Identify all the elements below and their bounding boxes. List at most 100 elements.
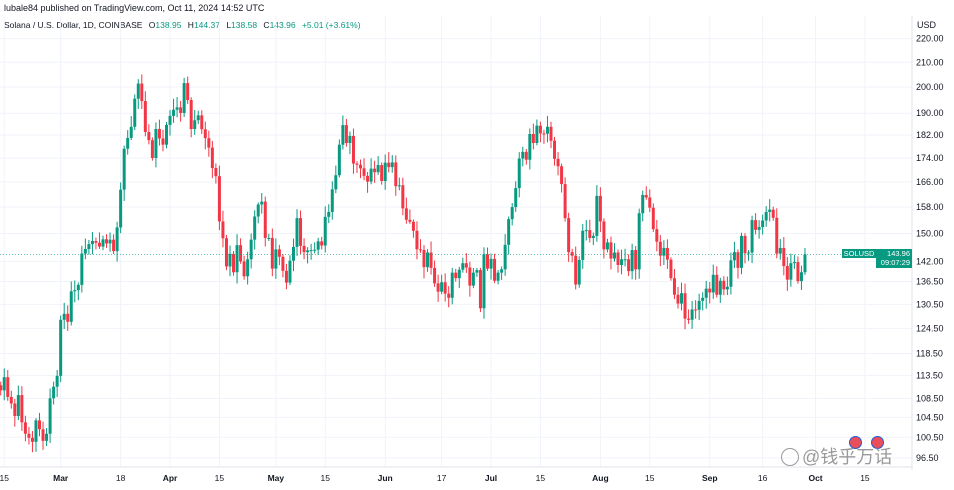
candle-body (486, 254, 490, 269)
candle-body (147, 132, 151, 141)
candles (0, 74, 872, 453)
candle-body (545, 126, 549, 134)
candle-body (574, 255, 578, 285)
candle-body (612, 252, 616, 259)
candle-body (59, 319, 63, 376)
candle-body (471, 272, 475, 286)
low-value: 138.58 (231, 20, 258, 30)
us-flag-event-icon[interactable] (871, 436, 884, 449)
candle-body (672, 278, 676, 295)
candle-body (531, 133, 535, 143)
candle-body (69, 291, 73, 322)
candle-body (122, 148, 126, 190)
high-value: 144.37 (193, 20, 220, 30)
candle-body (701, 297, 705, 301)
candle-body (267, 237, 271, 239)
price-tag-countdown: 09:07:29 (880, 258, 910, 268)
candle-body (408, 219, 412, 222)
candle-body (334, 175, 338, 190)
time-tick-label: 15 (215, 473, 225, 483)
time-tick-label: Mar (53, 473, 69, 483)
candle-body (221, 221, 225, 239)
us-flag-event-icon[interactable] (849, 436, 862, 449)
candle-body (175, 107, 179, 110)
candle-body (634, 250, 638, 270)
price-tick-label: 174.00 (916, 153, 944, 163)
last-price-tag: SOLUSD 143.96 09:07:29 (842, 249, 912, 269)
candle-body (313, 249, 317, 251)
candle-body (524, 151, 528, 160)
candle-body (193, 120, 197, 129)
candle-body (595, 195, 599, 236)
candle-body (429, 252, 433, 268)
candle-body (6, 377, 10, 397)
candle-body (605, 242, 609, 250)
candle-body (782, 247, 786, 267)
candle-body (715, 274, 719, 295)
candle-body (157, 128, 161, 139)
candle-body (316, 241, 320, 250)
time-tick-label: May (268, 473, 285, 483)
candle-body (119, 189, 123, 228)
price-axis[interactable]: 220.00 210.00 200.00 190.00 182.00 174.00 166.… (916, 34, 944, 463)
candle-body (496, 272, 500, 281)
candle-body (383, 162, 387, 182)
candle-body (380, 165, 384, 182)
candle-body (256, 204, 260, 217)
candle-body (277, 249, 281, 257)
time-axis[interactable]: 15 Mar 18 Apr 15 May 15 Jun 17 Jul 15 Aug 15 Sep 16 Oct… (0, 473, 870, 483)
candle-body (764, 211, 768, 221)
candle-body (482, 254, 486, 309)
candle-body (90, 241, 94, 245)
price-tick-label: 104.50 (916, 412, 944, 422)
candle-body (281, 256, 285, 271)
candle-body (263, 201, 267, 238)
candle-body (228, 253, 232, 267)
candle-body (397, 185, 401, 187)
candle-body (563, 184, 567, 219)
candle-body (168, 115, 172, 125)
time-tick-label: 17 (437, 473, 447, 483)
candle-body (253, 216, 257, 240)
candle-body (718, 280, 722, 295)
candle-body (373, 168, 377, 173)
candle-body (517, 158, 521, 189)
candle-body (581, 230, 585, 260)
candle-body (676, 294, 680, 304)
candle-body (214, 168, 218, 177)
candle-body (757, 227, 761, 230)
candle-body (232, 253, 236, 273)
candle-body (750, 220, 754, 253)
candle-body (620, 259, 624, 265)
candle-body (351, 135, 355, 164)
candle-body (355, 163, 359, 165)
candle-body (52, 386, 56, 399)
candle-body (665, 247, 669, 260)
change-value: +5.01 (+3.61%) (301, 20, 361, 30)
candle-body (457, 269, 461, 279)
candle-body (203, 129, 207, 139)
candle-body (528, 133, 532, 160)
candle-body (507, 219, 511, 245)
candle-body (789, 263, 793, 280)
candle-body (87, 244, 91, 250)
candle-body (436, 283, 440, 292)
candle-body (115, 227, 119, 252)
candle-body (743, 235, 747, 254)
candle-body (475, 270, 479, 273)
price-tick-label: 100.50 (916, 432, 944, 442)
watermark-text: @钱乎万话 (802, 447, 893, 467)
candle-body (440, 282, 444, 292)
candle-body (41, 429, 45, 441)
candle-body (129, 126, 133, 138)
candle-body (553, 140, 557, 159)
price-tick-label: 142.00 (916, 256, 944, 266)
candle-body (369, 168, 373, 182)
candle-body (637, 213, 641, 270)
candle-body (464, 263, 468, 268)
candle-body (708, 288, 712, 293)
candle-body (591, 235, 595, 238)
open-label: O (148, 20, 156, 30)
candle-body (366, 175, 370, 182)
